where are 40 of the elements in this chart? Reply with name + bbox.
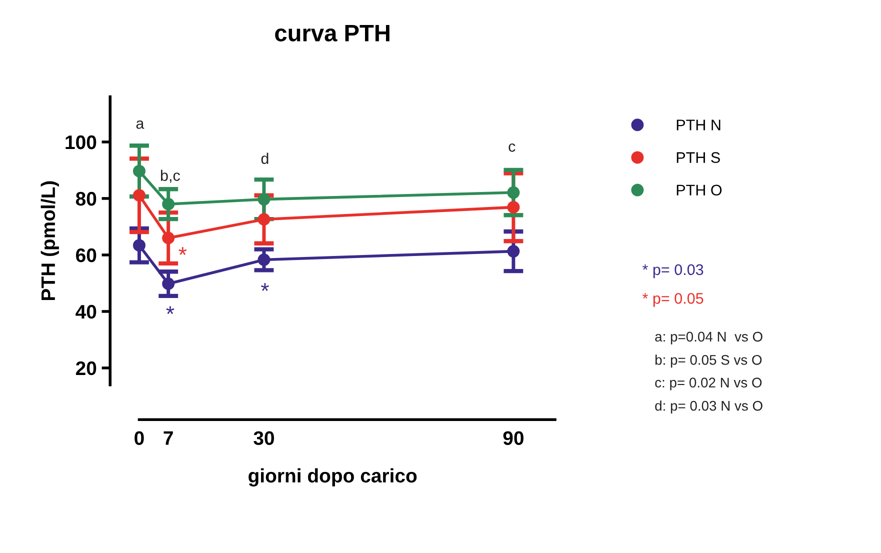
text: * p= 0.03 xyxy=(642,264,704,278)
y-tick-label: 20 xyxy=(76,361,96,376)
annotation: b,c xyxy=(160,170,180,183)
annotation: d xyxy=(261,152,268,164)
point xyxy=(258,193,270,206)
point xyxy=(258,213,270,226)
annotation: a xyxy=(136,120,144,129)
text: * p= 0.05 xyxy=(642,293,704,307)
x-tick-label: 7 xyxy=(164,431,173,445)
text: a: p=0.04 N vs O xyxy=(655,332,762,344)
point xyxy=(162,278,175,290)
point xyxy=(132,164,146,178)
point xyxy=(132,189,146,202)
annotation: * xyxy=(178,247,187,255)
y-tick-label: 80 xyxy=(76,192,96,206)
point xyxy=(507,186,520,199)
legend-label: PTH N xyxy=(676,120,720,130)
text: d: p= 0.03 N vs O xyxy=(655,400,762,414)
text: c: p= 0.02 N vs O xyxy=(655,378,762,390)
text: b: p= 0.05 S vs O xyxy=(655,354,762,368)
y-tick-label: 100 xyxy=(66,135,96,150)
point xyxy=(162,232,175,244)
point xyxy=(507,200,520,214)
y-tick-label: 40 xyxy=(76,304,96,319)
legend-label: PTH O xyxy=(676,184,722,196)
annotation: c xyxy=(508,144,516,152)
y-tick-label: 60 xyxy=(76,248,96,262)
x-axis-title: giorni dopo carico xyxy=(248,468,417,487)
point xyxy=(132,239,146,252)
point xyxy=(258,254,270,266)
x-tick-label: 30 xyxy=(254,431,274,446)
legend-label: PTH S xyxy=(676,152,720,163)
point xyxy=(507,245,520,258)
x-tick-label: 0 xyxy=(134,431,144,446)
chart-title: curva PTH xyxy=(275,24,390,42)
x-tick-label: 90 xyxy=(503,431,524,446)
annotation: * xyxy=(166,306,174,314)
annotation: * xyxy=(260,283,269,291)
point xyxy=(162,198,175,210)
y-axis-title: PTH (pmol/L) xyxy=(40,181,59,300)
